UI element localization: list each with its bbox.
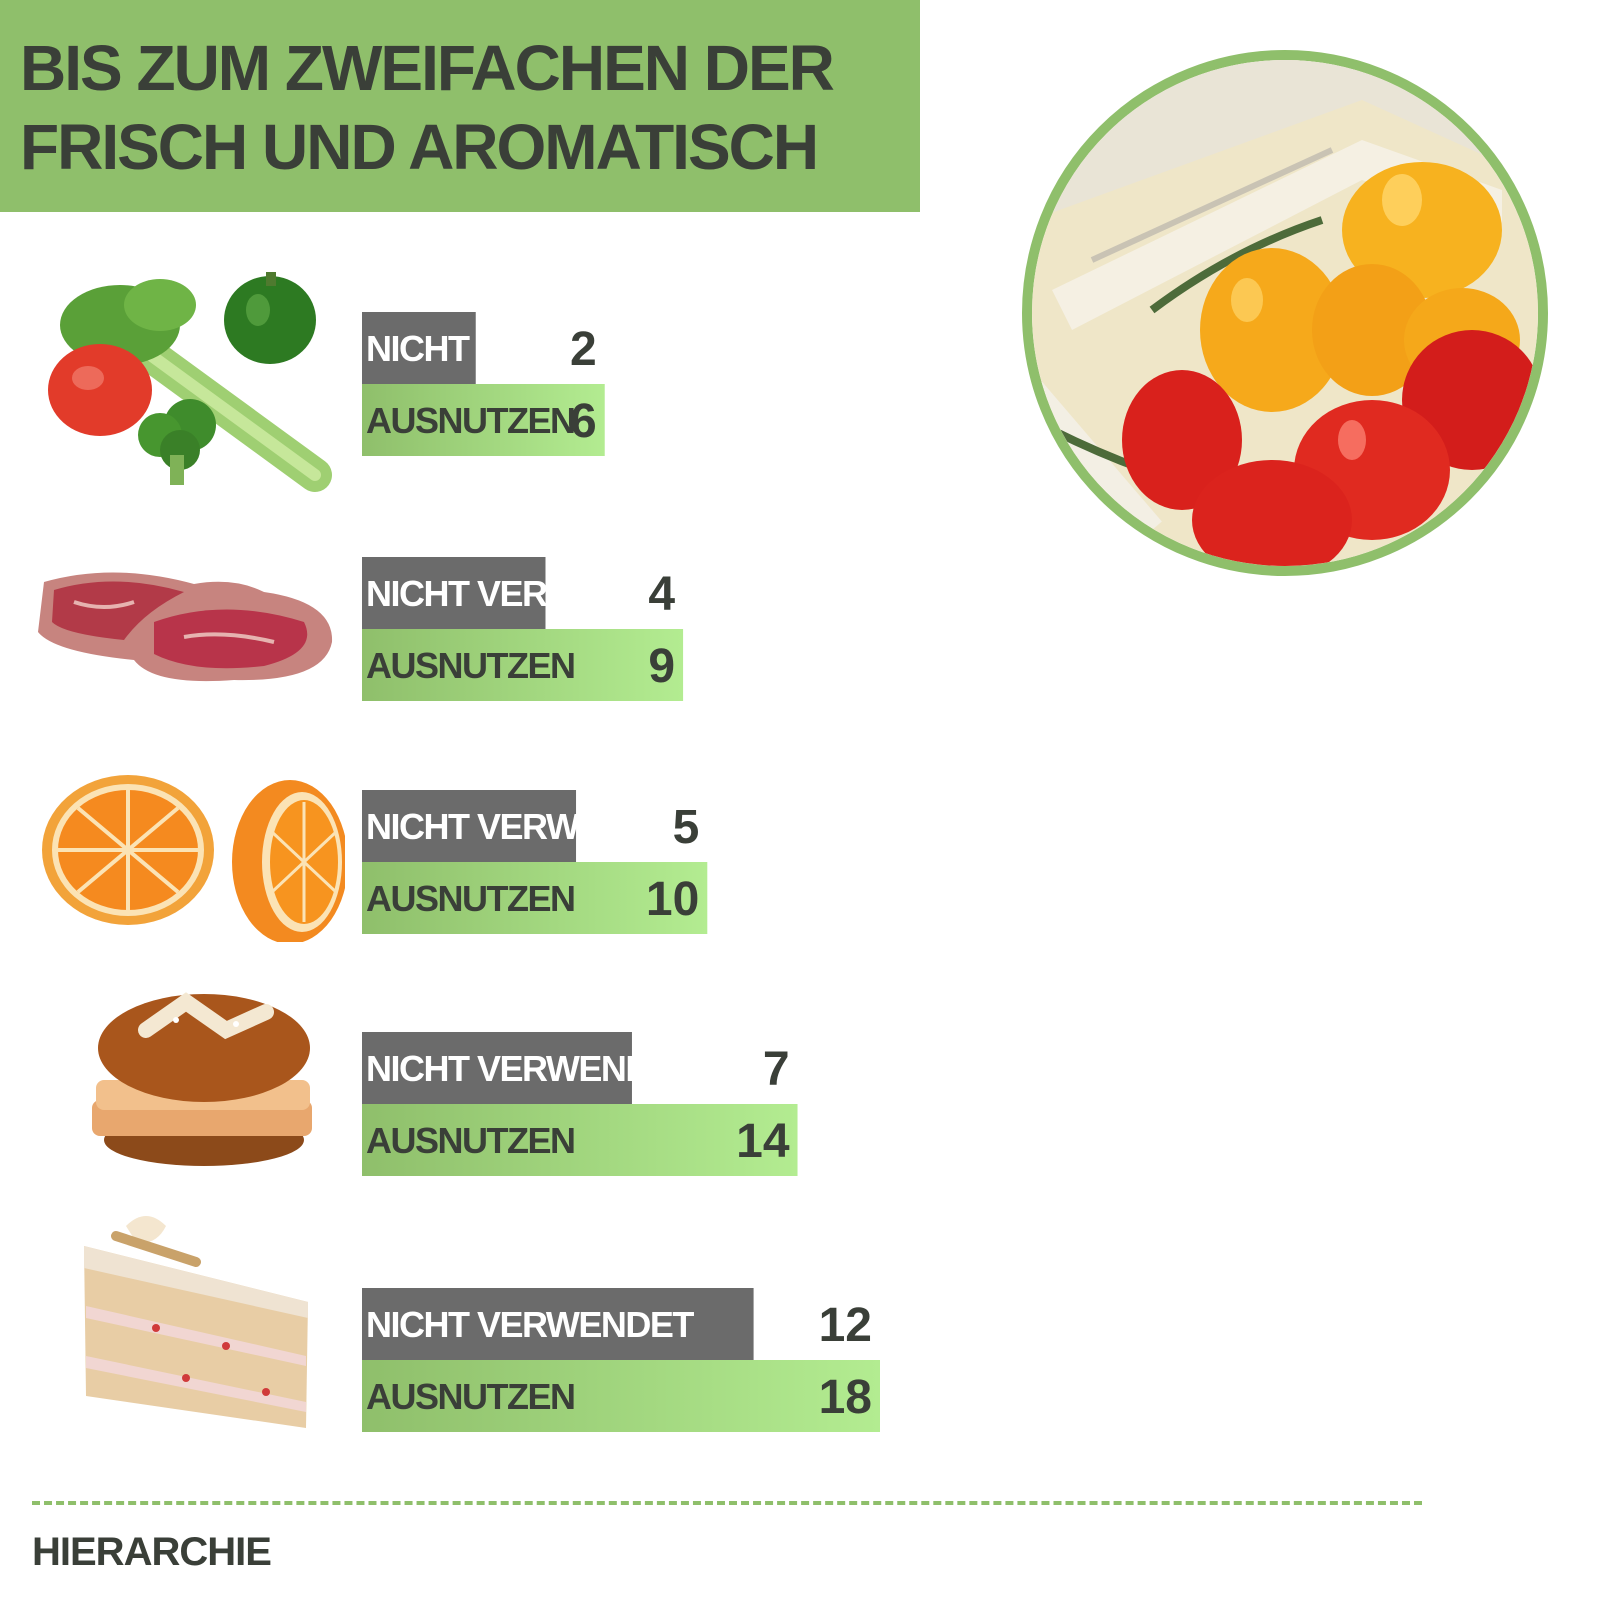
bar-ausnutzen [362, 1360, 880, 1432]
bar-series-label: NICHT VERWENDET [366, 573, 694, 614]
bar-value-label: 18 [819, 1371, 872, 1424]
bar-nicht-verwendet [362, 1288, 754, 1360]
title-line-1: BIS ZUM ZWEIFACHEN DER [20, 32, 835, 104]
footer-label: HIERARCHIE [32, 1530, 272, 1574]
bar-value-label: 14 [736, 1115, 790, 1168]
bar-series-label: NICHT VERWENDET [366, 1304, 694, 1345]
bar-value-label: 6 [570, 395, 597, 448]
bar-value-label: 10 [646, 873, 699, 926]
bar-nicht-verwendet [362, 312, 476, 384]
bar-ausnutzen [362, 384, 605, 456]
tomatoes-in-container-photo [1022, 50, 1548, 576]
bar-nicht-verwendet [362, 557, 546, 629]
bar-value-label: 2 [570, 323, 597, 376]
steak-icon [38, 572, 333, 682]
bar-series-label: AUSNUTZEN [366, 878, 575, 919]
bar-series-label: AUSNUTZEN [366, 645, 575, 686]
orange-icon [42, 775, 345, 942]
bar-value-label: 5 [673, 801, 700, 854]
bar-ausnutzen [362, 862, 708, 934]
vegetables-icon [48, 272, 332, 492]
title-line-2: FRISCH UND AROMATISCH [20, 111, 819, 183]
cake-icon [84, 1216, 308, 1428]
bread-icon [92, 992, 312, 1166]
bar-value-label: 9 [648, 640, 675, 693]
title-banner: BIS ZUM ZWEIFACHEN DER FRISCH UND AROMAT… [0, 0, 920, 212]
bar-series-label: AUSNUTZEN [366, 1120, 575, 1161]
bar-ausnutzen [362, 629, 684, 701]
bar-series-label: NICHT VERWENDET [366, 806, 694, 847]
bar-nicht-verwendet [362, 790, 577, 862]
bar-ausnutzen [362, 1104, 798, 1176]
bar-value-label: 7 [763, 1043, 790, 1096]
dashed-divider [32, 1501, 1422, 1505]
bar-nicht-verwendet [362, 1032, 632, 1104]
bar-series-label: AUSNUTZEN [366, 400, 575, 441]
bar-series-label: AUSNUTZEN [366, 1376, 575, 1417]
bar-value-label: 4 [648, 568, 675, 621]
bar-value-label: 12 [819, 1299, 872, 1352]
bar-series-label: NICHT VERWENDET [366, 1048, 694, 1089]
bar-series-label: NICHT VERWENDET [366, 328, 694, 369]
tomatoes-illustration [1032, 60, 1538, 566]
